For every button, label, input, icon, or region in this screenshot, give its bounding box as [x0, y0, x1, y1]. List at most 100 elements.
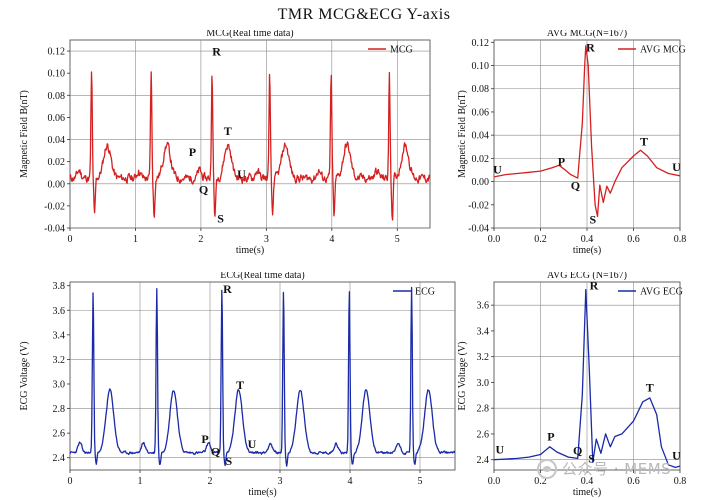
chart-ecg-average: 2.4 2.6 2.8 3.0 3.2 3.4 3.6 0.0 0.2 0.4 0.6 0.8 AVG …: [457, 272, 687, 498]
wave-label: P: [558, 154, 565, 168]
y-tick-label: 0.06: [472, 107, 490, 118]
y-tick-label: 0.00: [48, 179, 66, 190]
x-tick-label: 0.2: [534, 234, 547, 245]
wave-label: P: [547, 429, 554, 443]
y-tick-label: 2.8: [477, 404, 490, 415]
legend-label: AVG MCG: [640, 45, 686, 56]
wave-label: R: [223, 282, 232, 296]
x-axis-label: time(s): [236, 245, 264, 256]
x-tick-label: 4: [329, 234, 334, 245]
y-tick-label: 3.4: [53, 330, 66, 341]
x-tick-label: 0: [68, 476, 73, 487]
x-tick-label: 0.0: [488, 234, 501, 245]
x-tick-label: 0.4: [581, 476, 594, 487]
y-tick-label: -0.02: [468, 200, 489, 211]
y-tick-label: 0.00: [472, 177, 490, 188]
legend-label: AVG ECG: [640, 287, 683, 298]
y-tick-label: -0.04: [468, 224, 489, 235]
wave-label: S: [588, 451, 595, 465]
y-tick-label: 0.02: [48, 157, 66, 168]
y-tick-label: 3.0: [53, 379, 66, 390]
wave-label: T: [640, 135, 648, 149]
x-tick-label: 0.8: [674, 234, 687, 245]
y-tick-label: 2.4: [477, 455, 490, 466]
x-tick-label: 0: [68, 234, 73, 245]
wave-label: S: [217, 211, 224, 225]
wave-label: P: [201, 432, 208, 446]
wave-label: R: [590, 279, 599, 293]
watermark-text: 公众号 · MEMS: [562, 460, 672, 478]
y-tick-label: 3.8: [53, 281, 66, 292]
legend-label: MCG: [390, 45, 413, 56]
x-tick-label: 0.6: [627, 234, 640, 245]
y-tick-label: 3.0: [477, 378, 490, 389]
x-tick-label: 5: [395, 234, 400, 245]
y-axis-label: ECG Voltage (V): [457, 341, 468, 410]
y-tick-label: -0.04: [44, 224, 65, 235]
wave-label: U: [237, 167, 246, 181]
x-axis-label: time(s): [573, 487, 601, 498]
wave-label: U: [495, 442, 504, 456]
x-tick-label: 3: [264, 234, 269, 245]
chart-ecg-realtime: 2.4 2.6 2.8 3.0 3.2 3.4 3.6 3.8 0 1 2 3 4 5 ECG(Real t…: [19, 272, 456, 498]
y-axis-label: Magnetic Field B(nT): [19, 90, 30, 178]
wave-label: Q: [573, 444, 582, 458]
x-axis-label: time(s): [573, 245, 601, 256]
y-tick-label: 0.12: [48, 47, 66, 58]
series-line: [493, 45, 681, 218]
wave-label: Q: [211, 444, 220, 458]
y-tick-label: 0.08: [48, 91, 66, 102]
y-tick-label: 0.12: [472, 38, 490, 49]
x-tick-label: 0.2: [534, 476, 547, 487]
y-tick-label: 2.8: [53, 404, 66, 415]
figure-title: TMR MCG&ECG Y-axis: [277, 6, 451, 23]
y-tick-label: 0.08: [472, 84, 490, 95]
y-tick-label: 3.2: [53, 355, 66, 366]
wave-label: S: [589, 212, 596, 226]
y-axis-label: Magnetic Field B(nT): [457, 90, 468, 178]
x-tick-label: 0.4: [581, 234, 594, 245]
wechat-icon: [537, 459, 557, 479]
wave-label: U: [248, 437, 257, 451]
wave-label: Q: [571, 179, 580, 193]
wave-label: U: [672, 160, 681, 174]
series-line: [69, 71, 431, 221]
legend-label: ECG: [415, 287, 435, 298]
wave-label: S: [226, 454, 233, 468]
wave-label: T: [236, 378, 244, 392]
x-tick-label: 0.6: [627, 476, 640, 487]
watermark: 公众号 · MEMS: [537, 458, 671, 479]
wave-label: T: [224, 124, 232, 138]
chart-title: AVG ECG (N=167): [547, 272, 627, 281]
x-tick-label: 2: [208, 476, 213, 487]
series-line: [69, 286, 456, 467]
chart-title: ECG(Real time data): [220, 272, 304, 281]
y-tick-label: 3.6: [477, 301, 490, 312]
chart-title: AVG MCG(N=167): [547, 30, 627, 39]
y-tick-label: 0.04: [48, 135, 66, 146]
wave-label: Q: [199, 183, 208, 197]
y-tick-label: 3.2: [477, 352, 490, 363]
y-tick-label: 2.6: [477, 429, 490, 440]
y-tick-label: 2.4: [53, 453, 66, 464]
x-axis-label: time(s): [248, 487, 276, 498]
wave-label: R: [586, 41, 595, 55]
plot-area: [69, 281, 456, 471]
plot-area: [69, 39, 431, 229]
wave-label: U: [672, 449, 681, 463]
x-tick-label: 0.0: [488, 476, 501, 487]
wave-label: U: [493, 162, 502, 176]
x-tick-label: 1: [133, 234, 138, 245]
y-tick-label: 0.06: [48, 113, 66, 124]
x-tick-label: 3: [278, 476, 283, 487]
chart-mcg-average: -0.04 -0.02 0.00 0.02 0.04 0.06 0.08 0.10 0.12 0.…: [457, 30, 687, 256]
series-line: [493, 289, 681, 469]
x-tick-label: 0.8: [674, 476, 687, 487]
wave-label: T: [646, 380, 654, 394]
x-tick-label: 4: [348, 476, 353, 487]
y-tick-label: 0.04: [472, 131, 490, 142]
y-tick-label: 0.10: [48, 69, 66, 80]
wave-label: P: [189, 145, 196, 159]
y-tick-label: 0.10: [472, 61, 490, 72]
wave-label: R: [212, 44, 221, 58]
